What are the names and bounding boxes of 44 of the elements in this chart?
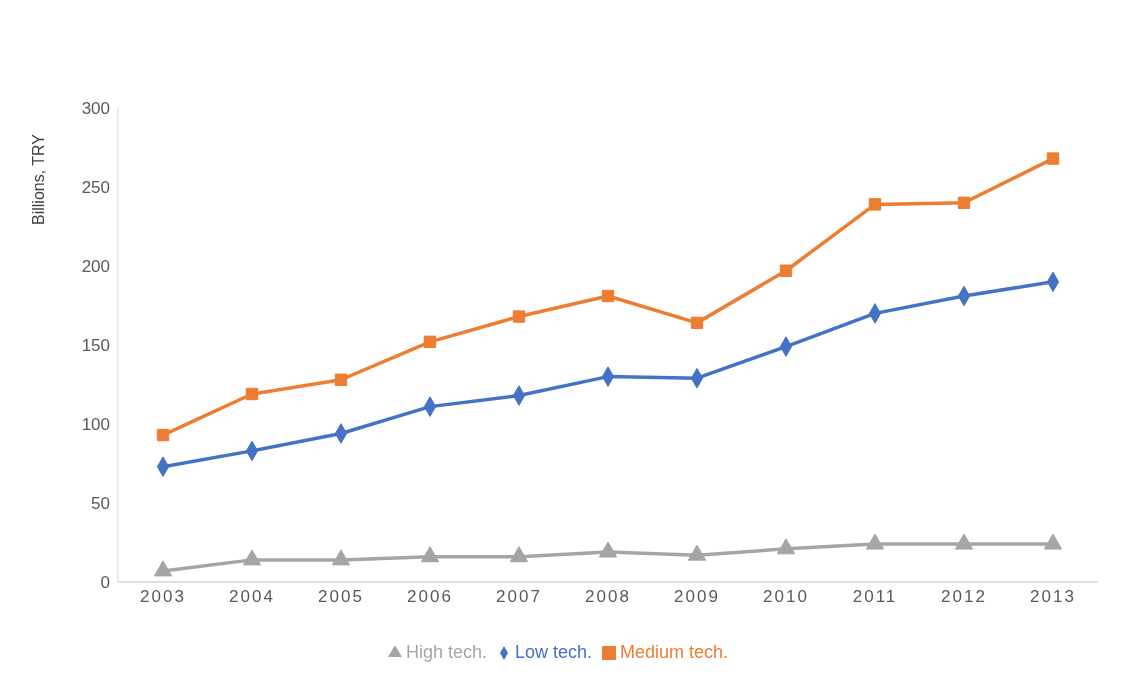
x-tick-label: 2007 xyxy=(496,587,542,607)
x-tick-label: 2005 xyxy=(318,587,364,607)
point xyxy=(245,387,259,401)
point xyxy=(156,428,170,442)
point xyxy=(687,544,707,561)
point xyxy=(957,196,971,209)
point xyxy=(334,373,348,386)
x-tick-label: 2012 xyxy=(941,587,987,607)
point xyxy=(509,546,529,563)
point xyxy=(776,538,796,555)
point xyxy=(242,549,262,566)
point xyxy=(598,541,618,558)
point xyxy=(601,289,615,303)
y-tick-label: 0 xyxy=(100,573,110,593)
legend-label: Low tech. xyxy=(514,642,593,662)
legend-label: Medium tech. xyxy=(620,642,729,662)
point xyxy=(690,316,704,330)
y-tick-label: 250 xyxy=(81,178,110,198)
x-tick-label: 2004 xyxy=(229,587,275,607)
point xyxy=(423,335,437,349)
y-tick-label: 200 xyxy=(81,257,110,277)
y-axis-title: Billions, TRY xyxy=(29,133,47,225)
x-tick-label: 2003 xyxy=(140,587,186,607)
point xyxy=(153,560,173,577)
point xyxy=(331,549,351,566)
point xyxy=(420,546,440,563)
x-tick-label: 2011 xyxy=(852,587,898,607)
point xyxy=(1043,533,1063,550)
y-tick-label: 50 xyxy=(91,494,110,514)
x-tick-label: 2006 xyxy=(407,587,453,607)
legend-label: High tech. xyxy=(405,642,487,662)
x-tick-label: 2010 xyxy=(763,587,809,607)
point xyxy=(954,533,974,550)
y-tick-label: 150 xyxy=(81,336,110,356)
y-tick-label: 100 xyxy=(81,415,110,435)
x-tick-label: 2013 xyxy=(1030,587,1076,607)
point xyxy=(868,198,882,211)
x-tick-label: 2008 xyxy=(585,587,631,607)
point xyxy=(1046,152,1060,165)
point xyxy=(779,264,793,277)
point xyxy=(865,533,885,550)
x-tick-label: 2009 xyxy=(674,587,720,607)
point xyxy=(512,310,526,323)
y-tick-label: 300 xyxy=(81,99,110,119)
